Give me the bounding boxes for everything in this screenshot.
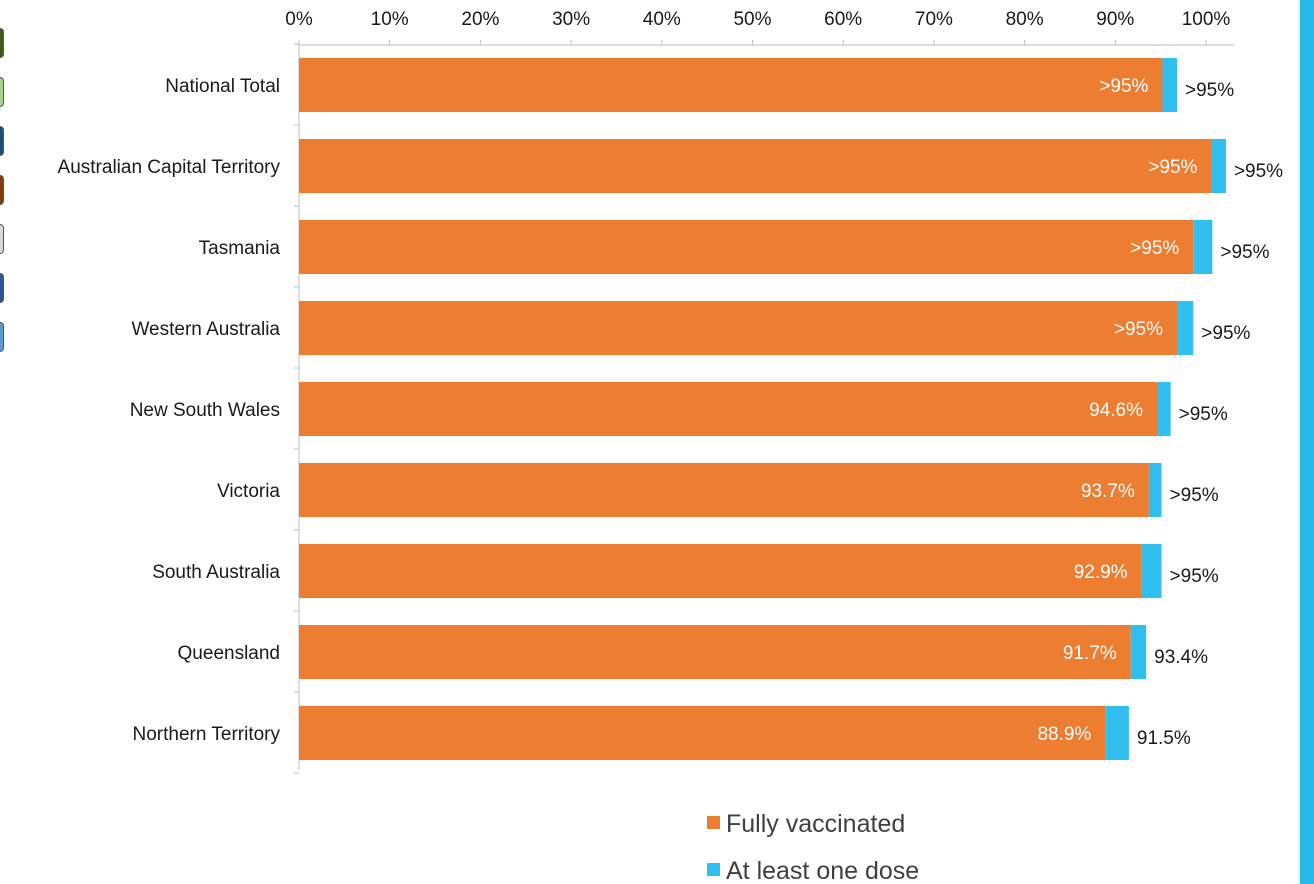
- right-edge-accent-highlight: [1298, 0, 1300, 884]
- y-axis: National Total Australian Capital Territo…: [58, 43, 300, 774]
- legend-label: At least one dose: [726, 857, 919, 884]
- data-label-at-least-one-dose: >95%: [1234, 161, 1283, 182]
- bar-fully-vaccinated: [299, 463, 1149, 517]
- bar-fully-vaccinated: [299, 706, 1106, 760]
- data-label-at-least-one-dose: >95%: [1179, 404, 1228, 425]
- category-label: Australian Capital Territory: [58, 157, 281, 178]
- x-tick-label: 60%: [824, 9, 862, 30]
- x-tick-label: 100%: [1182, 9, 1231, 30]
- bar-at-least-one-dose: [1162, 58, 1177, 112]
- data-label-at-least-one-dose: >95%: [1185, 80, 1234, 101]
- category-label: National Total: [165, 76, 280, 97]
- data-label-fully-vaccinated: 92.9%: [1074, 562, 1128, 583]
- x-tick-label: 90%: [1096, 9, 1134, 30]
- bar-at-least-one-dose: [1105, 706, 1129, 760]
- bar-fully-vaccinated: [299, 544, 1142, 598]
- category-label: Northern Territory: [133, 724, 281, 745]
- x-tick-label: 50%: [733, 9, 771, 30]
- data-label-fully-vaccinated: >95%: [1099, 76, 1148, 97]
- right-edge-accent: [1298, 0, 1314, 884]
- category-label: Victoria: [217, 481, 280, 502]
- data-label-fully-vaccinated: 94.6%: [1089, 400, 1143, 421]
- data-label-at-least-one-dose: >95%: [1170, 485, 1219, 506]
- bar-fully-vaccinated: [299, 382, 1158, 436]
- x-tick-label: 10%: [371, 9, 409, 30]
- x-tick-label: 40%: [643, 9, 681, 30]
- data-label-at-least-one-dose: >95%: [1170, 566, 1219, 587]
- bar-fully-vaccinated: [299, 301, 1177, 355]
- legend-swatch: [707, 863, 720, 876]
- x-tick-label: 30%: [552, 9, 590, 30]
- bar-at-least-one-dose: [1157, 382, 1171, 436]
- data-label-at-least-one-dose: 91.5%: [1137, 728, 1191, 749]
- category-label: South Australia: [152, 562, 280, 583]
- bar-fully-vaccinated: [299, 139, 1212, 193]
- data-label-at-least-one-dose: >95%: [1201, 323, 1250, 344]
- bar-fully-vaccinated: [299, 58, 1163, 112]
- bar-fully-vaccinated: [299, 220, 1194, 274]
- data-label-fully-vaccinated: >95%: [1130, 238, 1179, 259]
- data-label-fully-vaccinated: 91.7%: [1063, 643, 1117, 664]
- bar-at-least-one-dose: [1193, 220, 1213, 274]
- data-label-at-least-one-dose: 93.4%: [1154, 647, 1208, 668]
- x-axis: 0% 10% 20% 30% 40% 50% 60% 70% 80% 90% 100%: [285, 9, 1234, 46]
- data-label-at-least-one-dose: >95%: [1220, 242, 1269, 263]
- category-label: Queensland: [178, 643, 280, 664]
- legend: Fully vaccinated At least one dose: [707, 810, 919, 884]
- data-label-fully-vaccinated: >95%: [1148, 157, 1197, 178]
- category-label: Tasmania: [199, 238, 281, 259]
- x-tick-label: 80%: [1006, 9, 1044, 30]
- category-label: New South Wales: [130, 400, 280, 421]
- bar-at-least-one-dose: [1176, 301, 1194, 355]
- legend-swatch: [707, 816, 720, 829]
- bar-fully-vaccinated: [299, 625, 1131, 679]
- bar-at-least-one-dose: [1130, 625, 1147, 679]
- data-label-fully-vaccinated: >95%: [1114, 319, 1163, 340]
- x-tick-label: 0%: [285, 9, 313, 30]
- data-label-fully-vaccinated: 88.9%: [1037, 724, 1091, 745]
- bars: >95% >95% >95% >95% >95% >95% >95% >95% 94.6% >95…: [299, 58, 1283, 760]
- legend-label: Fully vaccinated: [726, 810, 905, 838]
- data-label-fully-vaccinated: 93.7%: [1081, 481, 1135, 502]
- category-label: Western Australia: [131, 319, 280, 340]
- x-tick-label: 70%: [915, 9, 953, 30]
- bar-at-least-one-dose: [1211, 139, 1226, 193]
- bar-at-least-one-dose: [1141, 544, 1162, 598]
- bar-at-least-one-dose: [1148, 463, 1162, 517]
- x-tick-label: 20%: [461, 9, 499, 30]
